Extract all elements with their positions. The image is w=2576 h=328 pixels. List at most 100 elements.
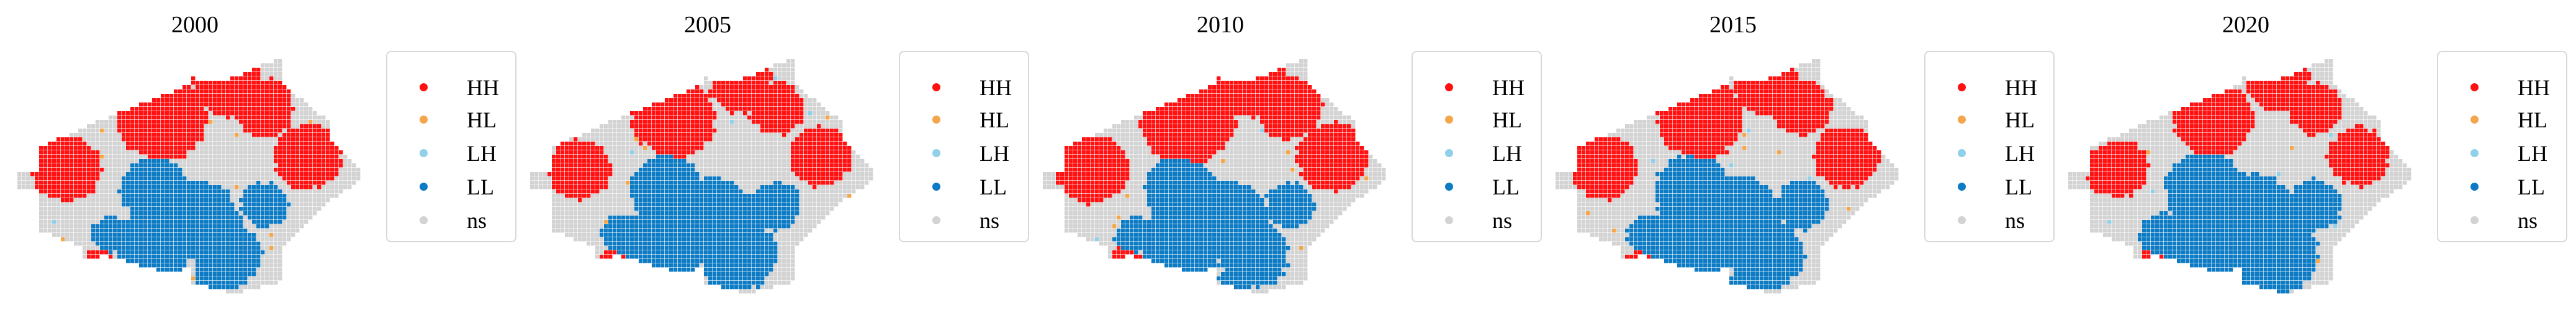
grid-cell-ns	[547, 176, 552, 181]
grid-cell-ll	[200, 237, 204, 242]
grid-cell-ns	[595, 216, 600, 220]
grid-cell-ns	[100, 159, 104, 163]
grid-cell-ns	[274, 76, 278, 81]
grid-cell-ns	[613, 176, 617, 181]
grid-cell-hh	[704, 111, 708, 116]
grid-cell-ll	[765, 255, 769, 259]
grid-cell-ns	[74, 220, 78, 224]
grid-cell-ns	[43, 216, 48, 220]
grid-cell-hh	[782, 129, 786, 133]
grid-cell-hh	[174, 133, 178, 137]
grid-cell-ll	[243, 203, 248, 207]
grid-cell-ns	[256, 233, 261, 237]
grid-cell-ns	[799, 237, 804, 242]
grid-cell-ll	[196, 259, 200, 263]
grid-cell-hh	[569, 185, 574, 189]
grid-cell-hh	[191, 89, 196, 94]
grid-cell-ns	[235, 207, 239, 211]
grid-cell-ns	[52, 233, 56, 237]
grid-cell-ll	[204, 181, 209, 185]
grid-cell-ns	[109, 163, 113, 168]
grid-cell-ns	[608, 159, 613, 163]
grid-cell-ns	[261, 272, 265, 276]
grid-cell-ll	[639, 216, 643, 220]
grid-cell-ll	[665, 172, 669, 176]
grid-cell-ns	[217, 116, 222, 120]
grid-cell-ns	[543, 181, 547, 185]
grid-cell-hh	[265, 124, 269, 129]
grid-cell-hh	[178, 133, 182, 137]
grid-cell-ns	[300, 116, 304, 120]
grid-cell-ns	[313, 111, 317, 116]
grid-cell-hh	[87, 185, 91, 189]
grid-cell-ns	[817, 194, 821, 198]
grid-cell-ll	[156, 242, 161, 246]
grid-cell-hh	[256, 76, 261, 81]
grid-cell-hh	[765, 72, 769, 76]
grid-cell-ll	[191, 229, 196, 233]
grid-cell-ll	[196, 198, 200, 203]
grid-cell-hh	[148, 150, 152, 155]
grid-cell-hh	[582, 189, 587, 194]
grid-cell-ll	[660, 198, 665, 203]
grid-cell-hh	[808, 176, 813, 181]
grid-cell-ns	[582, 220, 587, 224]
grid-cell-ll	[239, 233, 243, 237]
grid-cell-ns	[300, 216, 304, 220]
grid-cell-hh	[61, 181, 65, 185]
grid-cell-ll	[204, 268, 209, 272]
grid-cell-hh	[595, 155, 600, 159]
grid-cell-ll	[130, 250, 135, 255]
grid-cell-hh	[687, 142, 691, 146]
grid-cell-ll	[691, 224, 695, 229]
grid-cell-ll	[695, 198, 700, 203]
grid-cell-ll	[713, 216, 717, 220]
grid-cell-ll	[773, 224, 778, 229]
grid-cell-hh	[104, 250, 109, 255]
grid-cell-ns	[639, 146, 643, 150]
grid-cell-ll	[226, 276, 230, 281]
grid-cell-hh	[165, 98, 169, 102]
grid-cell-ns	[269, 268, 274, 272]
grid-cell-hh	[747, 98, 752, 102]
grid-cell-hh	[556, 163, 561, 168]
grid-cell-hh	[230, 89, 235, 94]
grid-cell-ns	[799, 189, 804, 194]
grid-cell-ns	[786, 237, 791, 242]
grid-cell-hh	[152, 133, 156, 137]
grid-cell-hh	[760, 102, 765, 107]
grid-cell-ll	[643, 255, 647, 259]
grid-cell-hh	[274, 159, 278, 163]
grid-cell-hh	[791, 146, 795, 150]
grid-cell-ll	[626, 255, 630, 259]
grid-cell-hh	[665, 129, 669, 133]
grid-cell-ns	[104, 159, 109, 163]
grid-cell-ns	[248, 229, 252, 233]
grid-cell-ns	[39, 216, 43, 220]
grid-cell-hh	[182, 146, 187, 150]
grid-cell-ll	[713, 259, 717, 263]
grid-cell-ns	[213, 168, 217, 172]
grid-cell-ns	[74, 233, 78, 237]
grid-cell-hh	[174, 116, 178, 120]
grid-cell-ns	[52, 203, 56, 207]
grid-cell-ll	[148, 242, 152, 246]
grid-cell-ns	[243, 159, 248, 163]
grid-cell-ns	[721, 155, 726, 159]
grid-cell-hh	[287, 107, 291, 111]
grid-cell-ns	[804, 124, 808, 129]
grid-cell-ns	[248, 168, 252, 172]
grid-cell-hh	[600, 255, 604, 259]
grid-cell-hh	[313, 168, 317, 172]
grid-cell-ns	[613, 203, 617, 207]
grid-cell-ns	[569, 220, 574, 224]
grid-cell-ll	[726, 185, 730, 189]
grid-cell-ns	[595, 194, 600, 198]
grid-cell-ns	[621, 168, 626, 172]
grid-cell-ns	[595, 242, 600, 246]
grid-cell-ns	[100, 124, 104, 129]
grid-cell-ns	[734, 150, 739, 155]
grid-cell-ns	[217, 181, 222, 185]
grid-cell-ns	[269, 250, 274, 255]
grid-cell-ns	[261, 172, 265, 176]
